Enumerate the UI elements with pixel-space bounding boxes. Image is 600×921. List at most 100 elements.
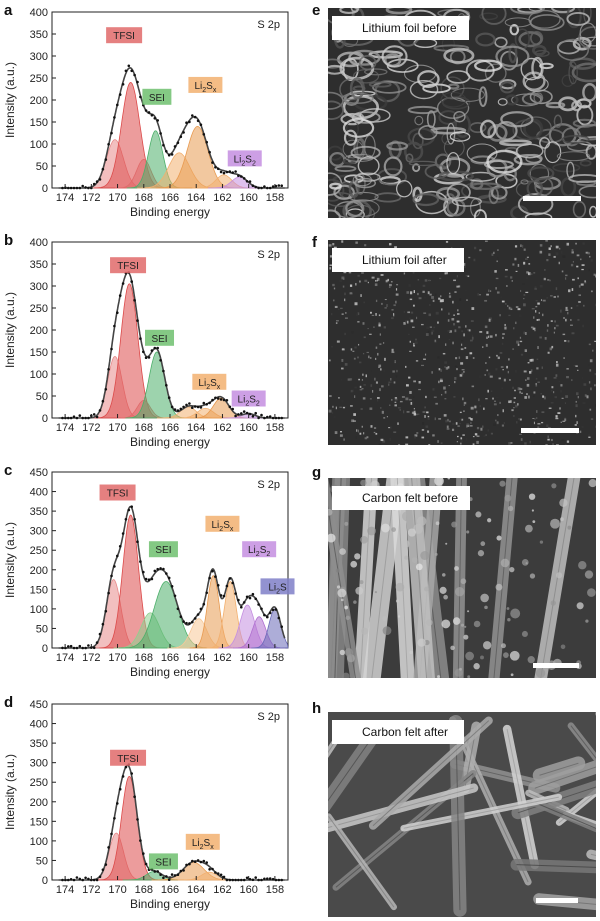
data-point <box>78 644 82 648</box>
xps-spectrum-c: 174 172 170 168 166 164 162 160 158 0 50 100 150 200 2… <box>3 467 295 679</box>
data-point <box>150 577 154 581</box>
y-tick-label: 50 <box>36 623 48 635</box>
data-point <box>257 603 260 606</box>
annotation-box <box>110 749 147 766</box>
data-point <box>219 594 223 597</box>
data-point <box>248 180 252 183</box>
scale-bar <box>521 428 579 433</box>
data-point <box>159 359 162 362</box>
annotation-text: Li2Sx <box>212 520 234 533</box>
data-point <box>95 180 99 183</box>
data-point <box>116 802 119 805</box>
data-point <box>216 584 220 587</box>
sem-label: Lithium foil after <box>332 248 464 272</box>
data-point <box>124 765 128 769</box>
y-tick-label: 50 <box>36 391 48 403</box>
data-point <box>208 868 211 871</box>
data-point <box>165 384 168 387</box>
data-point <box>277 416 281 420</box>
x-tick-label: 172 <box>82 884 100 896</box>
y-tick-label: 0 <box>42 413 48 425</box>
data-point <box>242 177 246 180</box>
data-point <box>136 818 139 821</box>
y-tick-label: 50 <box>36 161 48 173</box>
sem-image-carbon-before: Carbon felt before <box>328 478 596 678</box>
data-point <box>124 69 128 73</box>
annotation-text: TFSI <box>113 31 135 42</box>
scale-bar <box>533 663 579 668</box>
data-point <box>234 878 237 882</box>
annotation-box <box>142 88 172 105</box>
x-axis-label: Binding energy <box>130 435 210 449</box>
x-tick-label: 174 <box>56 884 74 896</box>
data-point <box>69 644 73 648</box>
sem-image-carbon-after: Carbon felt after <box>328 712 596 917</box>
data-point <box>121 83 125 86</box>
data-point <box>225 584 229 588</box>
y-tick-label: 400 <box>30 237 48 249</box>
annotation-box <box>188 76 223 93</box>
data-point <box>170 873 174 876</box>
data-point <box>121 775 125 778</box>
data-point <box>110 832 113 836</box>
peak-annotation: Li2S2 <box>231 390 266 408</box>
data-point <box>87 416 90 420</box>
data-point <box>237 174 240 177</box>
peak-annotation: SEI <box>148 541 178 558</box>
data-point <box>124 518 128 521</box>
data-point <box>69 416 73 420</box>
data-point <box>179 407 183 411</box>
data-point <box>92 413 96 416</box>
panel-letter-f: f <box>312 234 317 251</box>
data-point <box>92 182 96 186</box>
peak-annotation: SEI <box>145 329 175 346</box>
x-tick-label: 166 <box>161 884 179 896</box>
data-point <box>225 170 229 174</box>
data-point <box>231 878 234 882</box>
data-point <box>245 180 249 183</box>
data-point <box>271 877 275 881</box>
corner-label: S 2p <box>257 19 280 31</box>
data-point <box>245 876 249 880</box>
x-tick-label: 174 <box>56 652 74 664</box>
data-point <box>185 621 188 625</box>
data-point <box>202 133 206 136</box>
annotation-text: TFSI <box>107 489 129 500</box>
data-point <box>159 873 162 876</box>
y-tick-label: 150 <box>30 584 48 596</box>
x-tick-label: 174 <box>56 422 74 434</box>
y-tick-label: 200 <box>30 565 48 577</box>
data-point <box>196 613 200 616</box>
annotation-text: Li2S2 <box>238 395 260 408</box>
data-point <box>271 416 275 420</box>
annotation-text: Li2S2 <box>234 154 256 167</box>
data-point <box>165 875 168 878</box>
panel-letter-c: c <box>4 462 13 479</box>
data-point <box>176 141 180 145</box>
panel-letter-h: h <box>312 700 322 717</box>
y-tick-label: 100 <box>30 836 48 848</box>
data-point <box>72 878 76 882</box>
data-point <box>101 399 105 403</box>
data-point <box>118 787 122 791</box>
data-point <box>147 111 151 114</box>
data-point <box>84 646 87 650</box>
data-point <box>139 839 142 842</box>
annotation-box <box>242 541 277 558</box>
panel-letter-e: e <box>312 2 321 19</box>
data-point <box>95 878 99 882</box>
y-tick-label: 150 <box>30 816 48 828</box>
data-point <box>159 132 162 135</box>
data-point <box>167 576 171 580</box>
data-point <box>87 644 90 647</box>
annotation-box <box>205 515 240 532</box>
data-point <box>208 576 211 580</box>
data-point <box>162 369 165 373</box>
y-tick-label: 250 <box>30 777 48 789</box>
data-point <box>118 294 122 297</box>
data-point <box>185 121 188 124</box>
y-tick-label: 300 <box>30 51 48 63</box>
data-point <box>110 131 113 135</box>
data-point <box>260 186 263 190</box>
peak-annotation: TFSI <box>99 484 136 501</box>
